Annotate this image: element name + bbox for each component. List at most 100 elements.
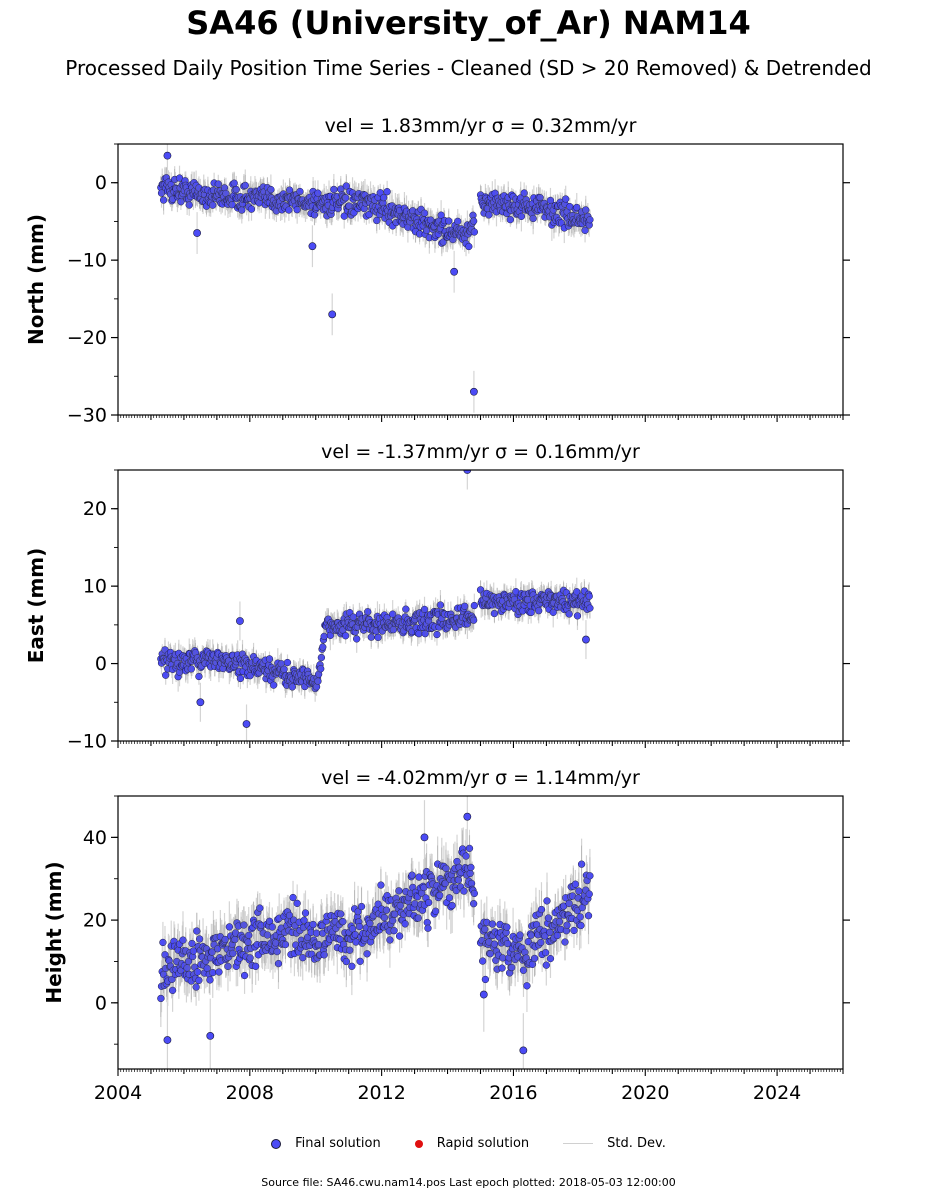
data-point	[414, 914, 422, 922]
data-point	[268, 923, 276, 931]
data-point	[168, 986, 177, 995]
data-point	[425, 898, 433, 907]
data-point	[265, 655, 274, 663]
data-point	[263, 931, 272, 939]
data-point	[577, 921, 585, 930]
data-point	[296, 187, 304, 196]
data-point	[380, 913, 389, 922]
data-point	[537, 905, 546, 914]
data-point	[364, 608, 372, 616]
x-tick-label: 2004	[94, 1082, 142, 1104]
data-point	[490, 940, 499, 948]
data-point	[320, 951, 328, 959]
data-point	[348, 962, 356, 970]
data-point	[481, 975, 490, 984]
data-point	[470, 889, 478, 898]
panel-1: −30 −20 −10 0 vel = 1.83mm/yr σ = 0.32mm/yr N…	[24, 115, 850, 427]
data-point	[342, 182, 350, 190]
data-point	[469, 217, 478, 225]
data-point	[524, 938, 532, 946]
data-point	[585, 890, 593, 898]
data-point	[213, 945, 222, 953]
data-point	[395, 932, 404, 940]
panel-title: vel = -4.02mm/yr σ = 1.14mm/yr	[321, 767, 640, 789]
x-tick-label: 2020	[621, 1082, 669, 1104]
outlier-point	[328, 310, 337, 319]
data-point	[573, 612, 582, 620]
data-point	[252, 962, 260, 970]
data-point	[523, 982, 531, 990]
data-point	[517, 212, 526, 221]
data-point	[247, 205, 256, 213]
y-tick-label: 20	[83, 910, 107, 932]
data-point	[380, 193, 388, 202]
data-point	[498, 964, 506, 972]
outlier-point	[519, 1046, 528, 1055]
data-point	[224, 962, 232, 971]
data-point	[519, 966, 528, 974]
y-axis-label: Height (mm)	[42, 861, 66, 1003]
data-point	[157, 994, 165, 1003]
panel-title: vel = 1.83mm/yr σ = 0.32mm/yr	[325, 115, 637, 137]
data-point	[267, 185, 275, 194]
y-tick-label: 10	[83, 576, 107, 598]
y-tick-label: 0	[95, 992, 107, 1014]
data-point	[585, 592, 593, 600]
legend-marker-final	[271, 1138, 282, 1149]
data-point	[236, 674, 245, 683]
data-point	[301, 909, 310, 917]
data-point	[281, 940, 290, 949]
data-point	[193, 927, 201, 935]
outlier-point	[236, 617, 244, 625]
data-point	[488, 920, 496, 928]
data-point	[503, 923, 511, 931]
data-point	[348, 925, 357, 933]
data-point	[478, 957, 487, 965]
outlier-point	[196, 698, 205, 707]
legend-label-final: Final solution	[295, 1136, 381, 1151]
data-point	[467, 863, 475, 872]
data-point	[402, 605, 410, 613]
data-point	[565, 899, 573, 908]
data-point	[273, 947, 281, 956]
data-point	[390, 927, 398, 935]
data-point	[460, 602, 469, 610]
data-point	[209, 201, 217, 209]
outlier-point	[163, 151, 172, 160]
outlier-point	[479, 990, 488, 999]
data-point	[309, 920, 317, 929]
data-point	[159, 196, 168, 204]
plot-area-3	[157, 796, 594, 1069]
y-tick-label: 40	[83, 827, 107, 849]
y-tick-label: −20	[67, 327, 107, 349]
data-point	[469, 616, 478, 624]
data-point	[241, 181, 249, 190]
data-point	[317, 665, 325, 673]
chart-canvas: −30 −20 −10 0 vel = 1.83mm/yr σ = 0.32mm/yr N…	[24, 115, 850, 1104]
data-point	[586, 216, 594, 224]
data-point	[386, 936, 394, 944]
data-point	[382, 906, 391, 914]
data-point	[225, 923, 234, 931]
data-point	[577, 860, 586, 868]
legend-line-stddev	[563, 1143, 594, 1144]
data-point	[537, 938, 545, 947]
data-point	[465, 844, 474, 853]
data-point	[318, 921, 326, 930]
data-point	[506, 215, 514, 224]
data-point	[546, 954, 555, 963]
data-point	[529, 214, 537, 223]
data-point	[508, 963, 516, 972]
data-point	[436, 891, 444, 900]
data-point	[293, 206, 301, 214]
data-point	[454, 217, 462, 226]
data-point	[581, 226, 589, 234]
data-point	[356, 957, 364, 965]
data-point	[408, 871, 416, 879]
panel-title: vel = -1.37mm/yr σ = 0.16mm/yr	[321, 441, 640, 463]
data-point	[340, 212, 348, 220]
data-point	[445, 217, 453, 225]
data-point	[541, 948, 550, 957]
data-point	[168, 975, 176, 984]
data-point	[584, 912, 593, 920]
